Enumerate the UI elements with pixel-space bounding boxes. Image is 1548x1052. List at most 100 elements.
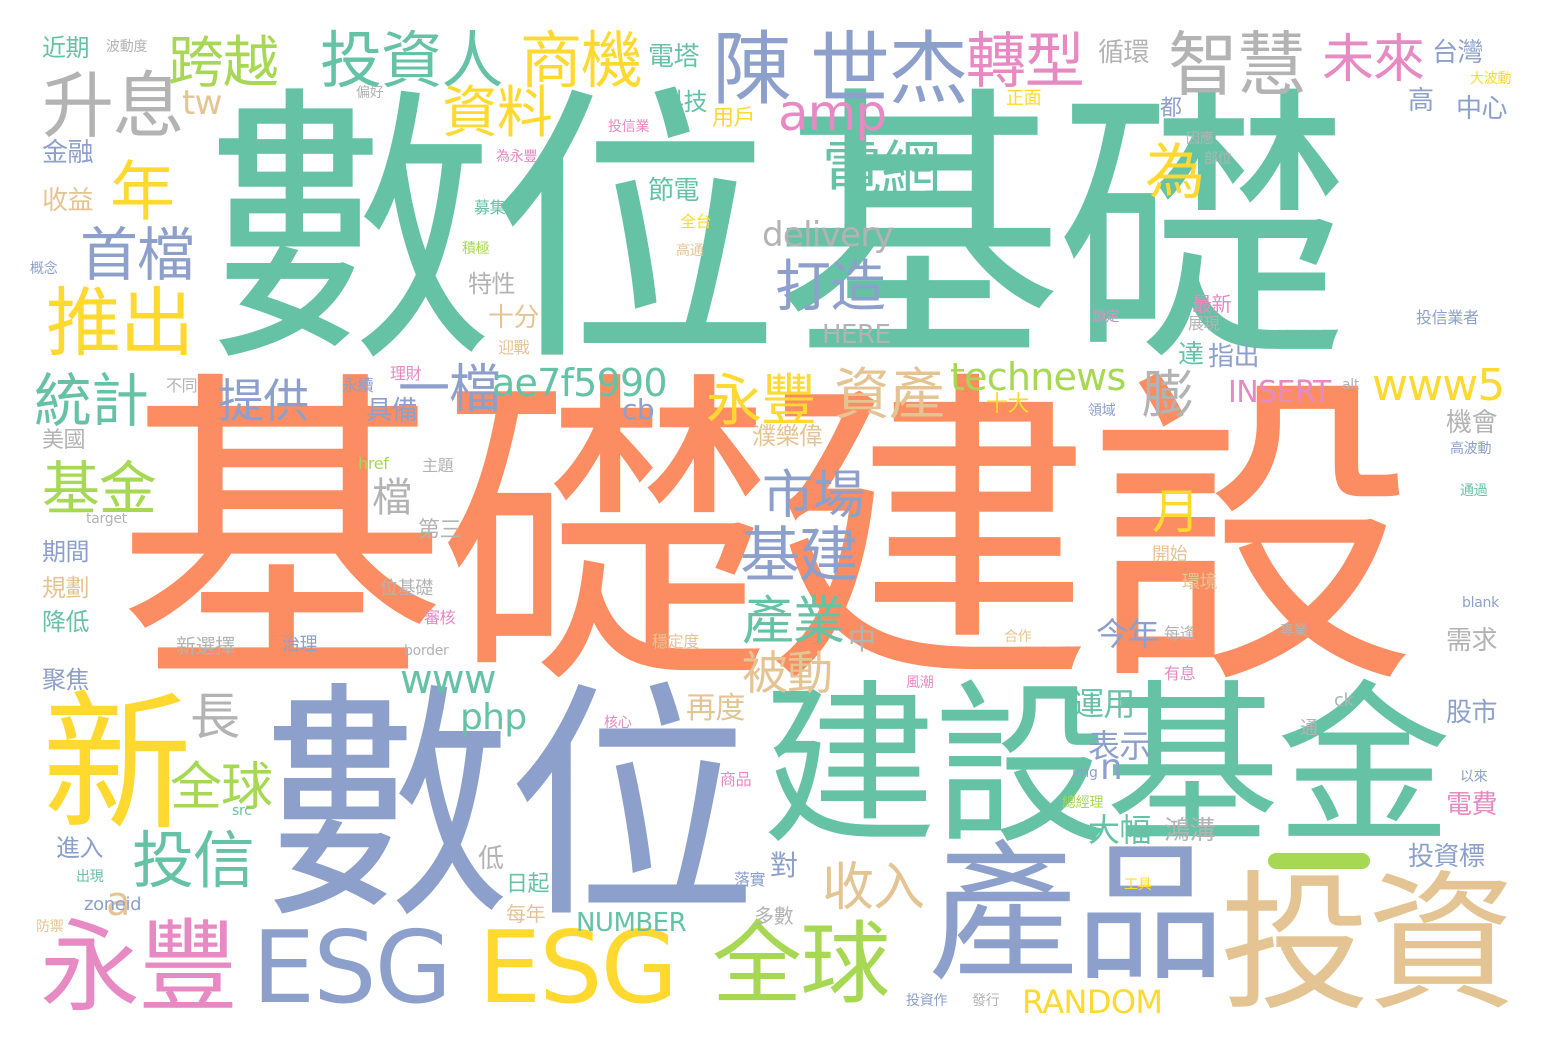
word-luoshi: 落實 xyxy=(734,870,766,889)
green-bar xyxy=(1268,853,1370,869)
word-technews: technews xyxy=(950,355,1126,399)
word-touzi: 投資 xyxy=(1220,858,1517,1032)
word-quanqiu-small: 全球 xyxy=(170,758,273,818)
word-guihua: 規劃 xyxy=(42,574,90,602)
word-shichang: 市場 xyxy=(762,466,865,526)
word-shijie: 世杰 xyxy=(810,23,968,116)
word-www5: www5 xyxy=(1372,360,1505,411)
word-jichu-jianshe: 基礎建設 xyxy=(117,345,1417,729)
word-shoudang: 首檔 xyxy=(80,221,195,289)
word-zhuti: 主題 xyxy=(422,456,454,475)
word-jiedian: 節電 xyxy=(648,176,699,206)
word-shifen: 十分 xyxy=(488,303,539,333)
word-chang: 長 xyxy=(190,688,240,746)
word-zhongxin: 中心 xyxy=(1456,94,1507,124)
word-esg-yellow: ESG xyxy=(478,909,678,1026)
word-gao: 高 xyxy=(1408,86,1434,116)
word-yidang: 一檔 xyxy=(398,360,501,420)
word-pulewei: 濮樂偉 xyxy=(752,422,823,450)
word-chanpin: 產品 xyxy=(928,828,1225,1002)
word-esg-blue: ESG xyxy=(252,909,452,1026)
word-yongfeng-yellow: 永豐 xyxy=(706,369,817,434)
word-tuichu: 推出 xyxy=(46,279,195,367)
word-php: php xyxy=(460,697,527,738)
word-meifeng: 每逢 xyxy=(1164,624,1196,643)
word-shuwei: 數位 xyxy=(262,661,757,952)
word-href: href xyxy=(358,454,389,473)
word-dianta: 電塔 xyxy=(648,42,699,72)
word-suoding: 鎖定 xyxy=(1092,309,1120,325)
word-keji: 科技 xyxy=(660,88,708,116)
word-yilai: 以來 xyxy=(1460,769,1488,785)
word-dabodong: 大波動 xyxy=(1470,71,1512,87)
word-disan: 第三 xyxy=(418,518,462,543)
word-amp: amp xyxy=(778,84,887,142)
word-riqi: 日起 xyxy=(506,872,550,897)
word-gaotong: 高通 xyxy=(676,243,704,259)
word-zuixin: 最新 xyxy=(1192,292,1232,316)
word-muji: 募集 xyxy=(474,198,506,217)
word-lingyu: 領域 xyxy=(1088,403,1116,419)
word-yongxu: 永續 xyxy=(342,376,374,395)
word-xuqiu: 需求 xyxy=(1446,626,1497,656)
word-licai: 理財 xyxy=(390,364,422,383)
word-ziliao: 資料 xyxy=(442,81,553,146)
word-img: img xyxy=(1072,765,1098,781)
word-touxin: 投信 xyxy=(132,824,255,897)
word-wendingdu: 穩定度 xyxy=(652,632,700,651)
word-alt: alt xyxy=(1342,377,1360,393)
word-zongjingli: 總經理 xyxy=(1062,795,1104,811)
word-src: src xyxy=(232,803,252,819)
word-shengxi: 升息 xyxy=(42,64,185,148)
word-zaidu: 再度 xyxy=(686,691,745,726)
word-zhanxian: 展現 xyxy=(1188,314,1220,333)
word-dang: 檔 xyxy=(372,475,412,521)
word-duoshu: 多數 xyxy=(754,904,794,928)
word-blank: blank xyxy=(1462,595,1499,611)
word-zhichu: 指出 xyxy=(1208,342,1259,372)
word-biaoshi: 表示 xyxy=(1088,727,1151,765)
word-jinru: 進入 xyxy=(56,834,104,862)
word-shouru: 收入 xyxy=(822,858,925,918)
word-weijichu: 位基礎 xyxy=(380,578,433,599)
word-xin: 新 xyxy=(42,678,192,852)
word-kuayue: 跨越 xyxy=(168,31,279,96)
word-zhuanye: 專業 xyxy=(1280,623,1308,639)
word-insert: INSERT xyxy=(1228,375,1331,410)
word-yunyong: 運用 xyxy=(1072,685,1135,723)
word-shenhe: 審核 xyxy=(424,608,456,627)
word-jiji: 積極 xyxy=(462,241,490,257)
word-peng: 膨 xyxy=(1142,366,1194,426)
word-yonghu: 用戶 xyxy=(712,106,756,131)
word-chanye: 產業 xyxy=(742,592,845,652)
word-zoneid: zoneid xyxy=(84,894,142,915)
word-gongju: 工具 xyxy=(1124,877,1152,893)
word-jihui: 機會 xyxy=(1446,408,1497,438)
word-jubei: 具備 xyxy=(366,396,417,426)
word-shangpin: 商品 xyxy=(720,770,752,789)
word-jiangdi: 降低 xyxy=(42,608,90,636)
word-hezuo: 合作 xyxy=(1004,629,1032,645)
word-meinian: 每年 xyxy=(506,902,546,926)
word-yingzhan: 迎戰 xyxy=(498,338,530,357)
word-chuxian: 出現 xyxy=(76,869,104,885)
word-jijin: 基金 xyxy=(42,455,157,523)
word-random: RANDOM xyxy=(1022,983,1163,1021)
word-da: 達 xyxy=(1178,340,1204,370)
word-n: n xyxy=(1100,747,1123,788)
word-gushi: 股市 xyxy=(1446,698,1497,728)
word-dianwang: 電網 xyxy=(822,135,941,205)
word-tigong: 提供 xyxy=(218,374,309,428)
word-jinnian: 今年 xyxy=(1096,615,1159,653)
word-jinqi: 近期 xyxy=(42,34,90,62)
word-touxinye: 投信業 xyxy=(608,119,650,135)
word-beidong: 被動 xyxy=(742,646,833,700)
word-kaishi: 開始 xyxy=(1152,544,1188,565)
word-yinying: 因應 xyxy=(1186,131,1214,147)
word-nian: 年 xyxy=(110,155,175,230)
word-texing: 特性 xyxy=(468,270,516,298)
word-border: border xyxy=(404,643,449,659)
word-bodongdu: 波動度 xyxy=(106,39,148,55)
word-tong: 通 xyxy=(1300,718,1318,739)
